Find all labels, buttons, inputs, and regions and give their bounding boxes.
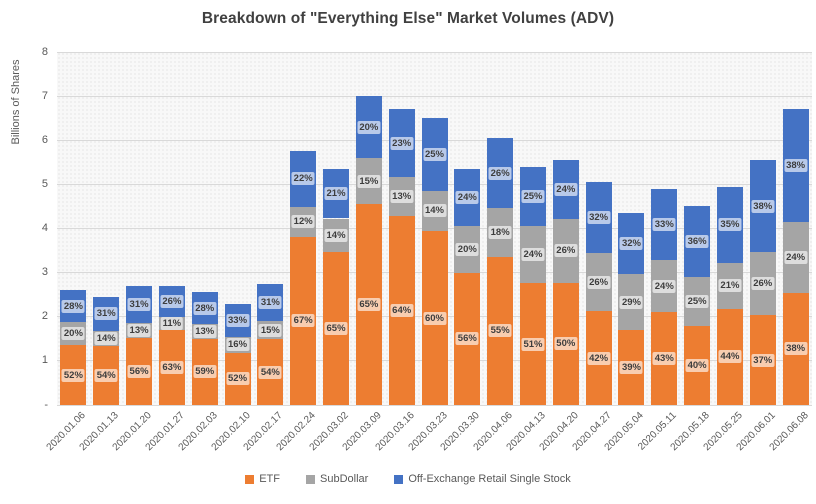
segment-percent-label: 11% <box>160 316 184 330</box>
segment-percent-label: 43% <box>652 352 676 365</box>
segment-percent-label: 55% <box>488 324 512 338</box>
y-tick-label: 5 <box>41 177 48 190</box>
segment-percent-label: 23% <box>390 136 414 150</box>
segment-percent-label: 38% <box>784 342 808 356</box>
segment-percent-label: 13% <box>193 324 217 338</box>
segment-percent-label: 54% <box>258 365 282 379</box>
segment-percent-label: 13% <box>127 324 151 338</box>
segment-percent-label: 15% <box>357 174 381 188</box>
segment-percent-label: 16% <box>226 338 250 352</box>
gridline <box>57 51 812 53</box>
segment-percent-label: 59% <box>193 365 217 379</box>
segment-percent-label: 14% <box>324 228 348 242</box>
segment-percent-label: 65% <box>357 298 381 312</box>
legend-swatch <box>394 474 404 484</box>
segment-percent-label: 60% <box>422 311 447 325</box>
segment-percent-label: 20% <box>455 242 479 256</box>
chart-title: Breakdown of "Everything Else" Market Vo… <box>201 10 615 27</box>
y-tick-label: 2 <box>41 310 48 323</box>
segment-percent-label: 38% <box>784 159 808 173</box>
y-tick-label: 6 <box>41 133 48 146</box>
y-tick-label: 7 <box>41 89 48 102</box>
segment-percent-label: 32% <box>619 237 643 251</box>
gridline <box>57 95 812 97</box>
segment-percent-label: 25% <box>422 147 447 161</box>
segment-percent-label: 38% <box>751 199 775 213</box>
legend-label: ETF <box>259 473 280 485</box>
y-tick-label: 1 <box>41 354 48 367</box>
segment-percent-label: 26% <box>160 294 184 308</box>
segment-percent-label: 50% <box>554 337 578 351</box>
segment-percent-label: 28% <box>61 299 85 313</box>
segment-percent-label: 64% <box>390 303 414 317</box>
segment-percent-label: 21% <box>718 279 742 293</box>
segment-percent-label: 67% <box>291 314 315 328</box>
segment-percent-label: 42% <box>587 351 611 365</box>
segment-percent-label: 37% <box>751 353 775 367</box>
segment-percent-label: 26% <box>587 275 611 289</box>
segment-percent-label: 33% <box>652 217 676 231</box>
segment-percent-label: 51% <box>521 337 545 351</box>
segment-percent-label: 35% <box>718 218 742 232</box>
segment-percent-label: 25% <box>685 295 709 309</box>
y-tick-label: 8 <box>41 45 48 58</box>
segment-percent-label: 24% <box>784 250 808 264</box>
segment-percent-label: 24% <box>521 248 545 262</box>
segment-percent-label: 56% <box>127 365 151 379</box>
segment-percent-label: 56% <box>455 332 479 346</box>
segment-percent-label: 24% <box>554 182 578 196</box>
legend: ETF SubDollar Off-Exchange Retail Single S… <box>0 473 816 485</box>
segment-percent-label: 26% <box>554 244 578 258</box>
plot-area: 52% 20% 28% 54% 14% 31% 56% 13% 31% 63% 11% 26% 59% 1… <box>57 51 812 406</box>
segment-percent-label: 24% <box>455 190 479 204</box>
y-tick-label: 4 <box>41 222 48 234</box>
y-tick-label: - <box>44 398 48 411</box>
segment-percent-label: 52% <box>226 372 250 386</box>
legend-item-subdollar: SubDollar <box>306 473 368 485</box>
segment-percent-label: 15% <box>258 323 282 337</box>
segment-percent-label: 20% <box>357 120 381 134</box>
legend-swatch <box>245 474 255 484</box>
segment-percent-label: 25% <box>521 190 545 203</box>
segment-percent-label: 22% <box>291 172 315 186</box>
y-tick-label: 3 <box>41 266 48 279</box>
segment-percent-label: 18% <box>488 225 512 239</box>
gridline <box>57 404 812 406</box>
segment-percent-label: 26% <box>751 277 775 291</box>
legend-swatch <box>306 474 315 484</box>
segment-percent-label: 31% <box>258 295 282 309</box>
segment-percent-label: 40% <box>685 359 709 373</box>
segment-percent-label: 31% <box>94 307 118 321</box>
segment-percent-label: 32% <box>587 211 611 225</box>
segment-percent-label: 14% <box>422 204 447 218</box>
segment-percent-label: 39% <box>619 361 643 375</box>
segment-percent-label: 13% <box>390 190 414 204</box>
segment-percent-label: 31% <box>127 297 151 311</box>
segment-percent-label: 36% <box>685 235 709 249</box>
segment-percent-label: 26% <box>488 166 512 180</box>
segment-percent-label: 28% <box>193 301 217 315</box>
segment-percent-label: 24% <box>652 279 676 293</box>
legend-item-off-exchange-retail-single-stock: Off-Exchange Retail Single Stock <box>394 473 571 485</box>
legend-label: Off-Exchange Retail Single Stock <box>408 473 571 485</box>
segment-percent-label: 65% <box>324 321 348 335</box>
legend-item-etf: ETF <box>245 473 280 485</box>
segment-percent-label: 20% <box>61 327 85 341</box>
segment-percent-label: 33% <box>226 313 250 327</box>
legend-label: SubDollar <box>320 473 369 485</box>
segment-percent-label: 63% <box>160 360 184 374</box>
segment-percent-label: 52% <box>61 368 85 382</box>
segment-percent-label: 29% <box>619 295 643 309</box>
segment-percent-label: 54% <box>94 369 118 383</box>
segment-percent-label: 44% <box>718 350 742 364</box>
segment-percent-label: 12% <box>291 215 315 229</box>
segment-percent-label: 14% <box>94 331 118 345</box>
segment-percent-label: 21% <box>324 187 348 201</box>
